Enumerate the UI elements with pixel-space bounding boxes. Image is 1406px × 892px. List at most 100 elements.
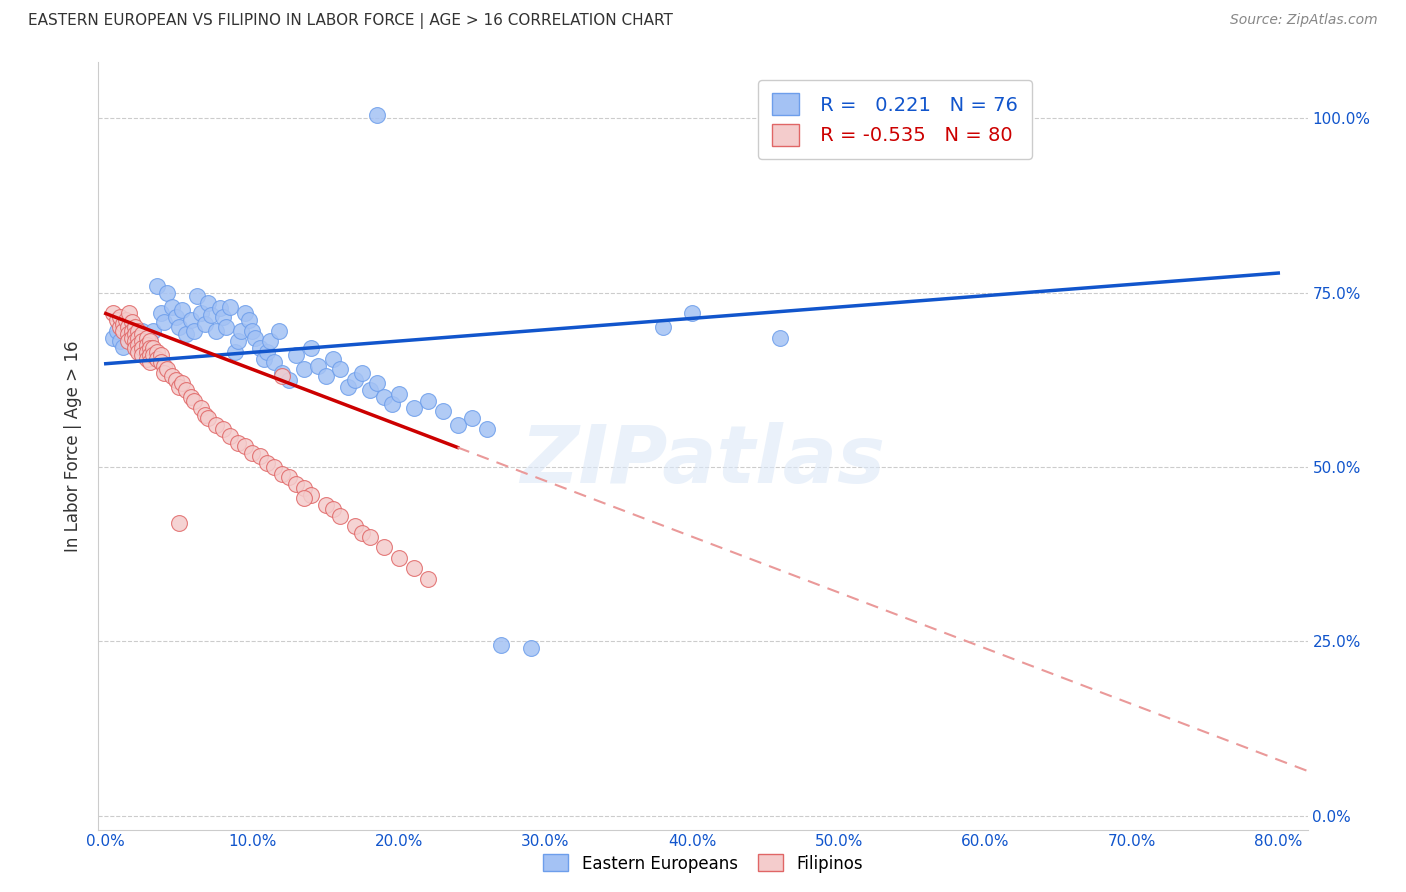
Point: [491, 638, 513, 652]
Point: [107, 324, 129, 338]
Point: [127, 331, 149, 345]
Point: [352, 526, 374, 541]
Y-axis label: In Labor Force | Age > 16: In Labor Force | Age > 16: [65, 340, 83, 552]
Point: [212, 421, 235, 435]
Point: [263, 355, 285, 369]
Point: [194, 317, 217, 331]
Point: [138, 334, 160, 349]
Point: [352, 366, 374, 380]
Point: [138, 348, 160, 362]
Point: [215, 320, 238, 334]
Point: [388, 386, 411, 401]
Point: [197, 411, 219, 425]
Point: [121, 320, 143, 334]
Point: [112, 324, 135, 338]
Point: [336, 380, 359, 394]
Point: [150, 306, 173, 320]
Point: [380, 397, 402, 411]
Point: [366, 108, 388, 122]
Point: [278, 373, 301, 387]
Point: [138, 342, 160, 356]
Point: [233, 439, 256, 453]
Point: [127, 324, 149, 338]
Point: [278, 470, 301, 484]
Point: [101, 306, 124, 320]
Point: [146, 278, 169, 293]
Point: [226, 334, 249, 349]
Point: [292, 362, 315, 376]
Point: [240, 324, 263, 338]
Point: [322, 501, 344, 516]
Point: [124, 320, 146, 334]
Point: [270, 467, 292, 481]
Point: [135, 328, 157, 343]
Point: [112, 317, 135, 331]
Point: [240, 446, 263, 460]
Point: [226, 435, 249, 450]
Point: [186, 289, 208, 303]
Point: [138, 355, 160, 369]
Point: [117, 334, 139, 349]
Point: [131, 334, 153, 349]
Point: [131, 327, 153, 342]
Point: [153, 315, 176, 329]
Point: [292, 481, 315, 495]
Point: [124, 338, 146, 352]
Point: [131, 348, 153, 362]
Point: [285, 348, 308, 362]
Point: [146, 351, 169, 366]
Point: [373, 390, 395, 404]
Point: [299, 342, 322, 356]
Point: [418, 572, 440, 586]
Point: [329, 362, 352, 376]
Point: [115, 313, 138, 327]
Point: [110, 334, 132, 349]
Point: [359, 530, 381, 544]
Point: [245, 331, 267, 345]
Point: [322, 351, 344, 366]
Point: [165, 310, 187, 324]
Point: [150, 355, 173, 369]
Point: [402, 561, 425, 575]
Point: [285, 477, 308, 491]
Legend:  R =   0.221   N = 76,  R = -0.535   N = 80: R = 0.221 N = 76, R = -0.535 N = 80: [758, 79, 1032, 159]
Point: [233, 306, 256, 320]
Point: [112, 340, 135, 354]
Point: [110, 320, 132, 334]
Point: [681, 306, 703, 320]
Point: [315, 369, 337, 384]
Point: [153, 359, 176, 373]
Point: [329, 508, 352, 523]
Point: [204, 324, 226, 338]
Point: [117, 327, 139, 342]
Point: [194, 408, 217, 422]
Point: [402, 401, 425, 415]
Point: [197, 296, 219, 310]
Text: EASTERN EUROPEAN VS FILIPINO IN LABOR FORCE | AGE > 16 CORRELATION CHART: EASTERN EUROPEAN VS FILIPINO IN LABOR FO…: [28, 13, 673, 29]
Point: [165, 373, 187, 387]
Legend: Eastern Europeans, Filipinos: Eastern Europeans, Filipinos: [537, 847, 869, 880]
Point: [183, 324, 205, 338]
Text: Source: ZipAtlas.com: Source: ZipAtlas.com: [1230, 13, 1378, 28]
Point: [117, 327, 139, 342]
Point: [146, 344, 169, 359]
Point: [167, 380, 190, 394]
Point: [170, 303, 193, 318]
Point: [315, 498, 337, 512]
Point: [461, 411, 484, 425]
Point: [110, 310, 132, 324]
Point: [299, 488, 322, 502]
Point: [249, 450, 271, 464]
Point: [204, 418, 226, 433]
Point: [138, 342, 160, 356]
Point: [212, 310, 235, 324]
Point: [167, 320, 190, 334]
Point: [156, 362, 179, 376]
Point: [520, 641, 543, 656]
Point: [142, 342, 165, 356]
Point: [307, 359, 329, 373]
Text: ZIPatlas: ZIPatlas: [520, 422, 886, 500]
Point: [156, 285, 179, 300]
Point: [475, 421, 498, 435]
Point: [107, 313, 129, 327]
